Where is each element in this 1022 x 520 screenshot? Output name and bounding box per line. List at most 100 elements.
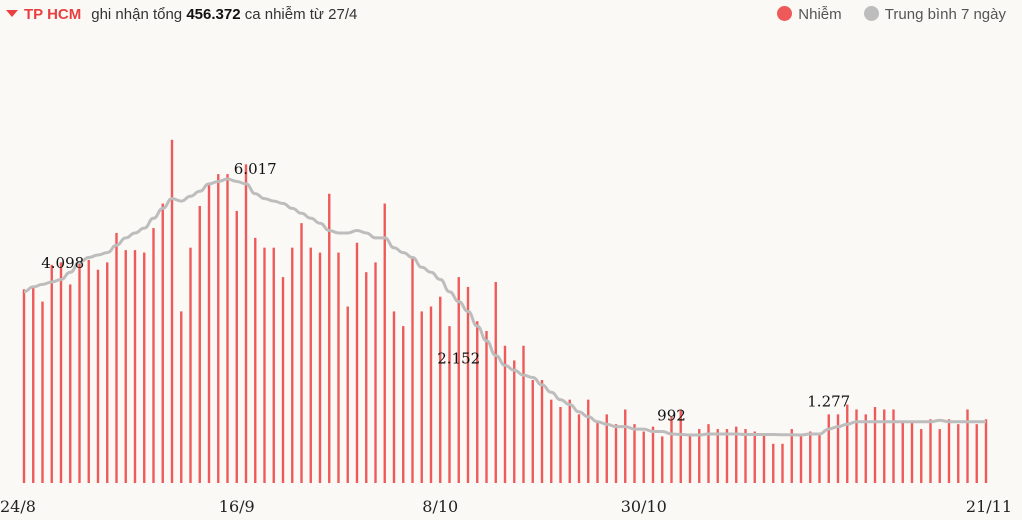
data-label: 1.277 <box>807 392 850 410</box>
bar-cases <box>503 345 507 483</box>
bar-cases <box>559 407 562 483</box>
bar-cases <box>152 228 155 483</box>
x-tick-label: 24/8 <box>0 497 36 516</box>
bar-cases <box>522 345 525 483</box>
bar-cases <box>300 223 303 483</box>
bar-cases <box>661 436 664 483</box>
bar-cases <box>365 272 368 483</box>
bar-cases <box>716 429 719 483</box>
title-text-after: ca nhiễm từ 27/4 <box>244 6 358 23</box>
bar-cases <box>189 247 192 483</box>
x-tick-label: 21/11 <box>966 497 1012 516</box>
x-tick-label: 30/10 <box>621 497 667 516</box>
bar-cases <box>457 277 460 483</box>
bar-cases <box>966 409 969 483</box>
bar-cases <box>725 429 729 483</box>
bar-cases <box>106 262 109 484</box>
bar-cases <box>596 421 599 483</box>
bar-cases <box>392 311 396 483</box>
bar-cases <box>762 433 766 483</box>
bar-cases <box>143 252 146 483</box>
bar-cases <box>938 429 941 483</box>
legend-label-cases: Nhiễm <box>798 6 842 23</box>
bar-cases <box>485 331 488 483</box>
bar-cases <box>864 414 867 483</box>
bar-cases <box>96 269 100 483</box>
bar-cases <box>402 326 405 483</box>
bar-cases <box>170 139 174 483</box>
caret-down-icon[interactable] <box>6 10 18 17</box>
data-label: 6.017 <box>234 160 277 178</box>
bar-cases <box>827 414 830 483</box>
x-tick-label: 8/10 <box>422 497 458 516</box>
bar-cases <box>346 306 349 483</box>
bar-cases <box>244 164 248 483</box>
x-tick-label: 16/9 <box>219 497 255 516</box>
bar-cases <box>781 443 784 483</box>
bar-cases <box>226 174 229 484</box>
bar-cases <box>318 252 322 483</box>
bar-cases <box>41 301 44 483</box>
bar-cases <box>735 426 738 483</box>
bar-cases <box>670 416 673 483</box>
bar-cases <box>429 306 433 483</box>
bar-cases <box>892 409 895 483</box>
city-label[interactable]: TP HCM <box>24 6 82 23</box>
bar-cases <box>217 174 220 484</box>
bar-cases <box>614 424 618 483</box>
bar-cases <box>947 419 951 483</box>
bar-cases <box>809 431 812 483</box>
title-text-before: ghi nhận tổng <box>91 6 183 23</box>
bar-cases <box>207 183 211 483</box>
bar-cases <box>818 433 821 483</box>
bar-cases <box>50 264 53 483</box>
legend-item-cases[interactable]: Nhiễm <box>777 6 842 23</box>
bar-cases <box>272 247 275 483</box>
bar-cases <box>577 414 581 483</box>
bar-cases <box>420 311 423 483</box>
legend-item-average[interactable]: Trung bình 7 ngày <box>863 6 1006 23</box>
bar-cases <box>540 380 544 483</box>
legend-dot-icon <box>777 6 793 21</box>
bar-cases <box>587 399 590 483</box>
bar-cases <box>633 424 636 483</box>
bar-cases <box>466 286 470 483</box>
bar-cases <box>836 414 840 483</box>
bar-cases <box>929 419 932 483</box>
legend-dot-icon <box>863 6 879 21</box>
bar-cases <box>78 262 81 484</box>
bar-cases <box>846 404 849 483</box>
bar-cases <box>355 242 359 483</box>
bar-cases <box>439 296 442 483</box>
bar-cases <box>642 431 645 483</box>
bar-cases <box>698 429 701 483</box>
bar-cases <box>32 286 35 483</box>
total-cases-value: 456.372 <box>186 6 241 23</box>
bar-cases <box>790 429 793 483</box>
bar-cases <box>531 380 534 483</box>
bar-cases <box>59 262 63 484</box>
bar-cases <box>568 399 571 483</box>
bar-cases <box>291 247 294 483</box>
bar-cases <box>263 247 266 483</box>
bar-cases <box>133 250 137 483</box>
bar-cases <box>476 321 479 483</box>
bar-cases <box>910 421 914 483</box>
bar-cases <box>180 311 183 483</box>
legend: Nhiễm Trung bình 7 ngày <box>759 6 1006 23</box>
bar-cases <box>309 247 312 483</box>
bar-cases <box>957 424 960 483</box>
bar-cases <box>198 205 201 484</box>
bar-cases <box>873 407 877 483</box>
bar-cases <box>901 421 904 483</box>
bar-cases <box>281 277 285 483</box>
bar-cases <box>448 326 451 483</box>
bar-cases <box>707 424 710 483</box>
data-label: 992 <box>657 406 686 424</box>
bar-cases <box>235 210 238 483</box>
bar-cases <box>494 281 497 483</box>
bar-cases <box>328 193 331 484</box>
bar-cases <box>799 433 803 483</box>
data-label: 2.152 <box>437 350 480 368</box>
